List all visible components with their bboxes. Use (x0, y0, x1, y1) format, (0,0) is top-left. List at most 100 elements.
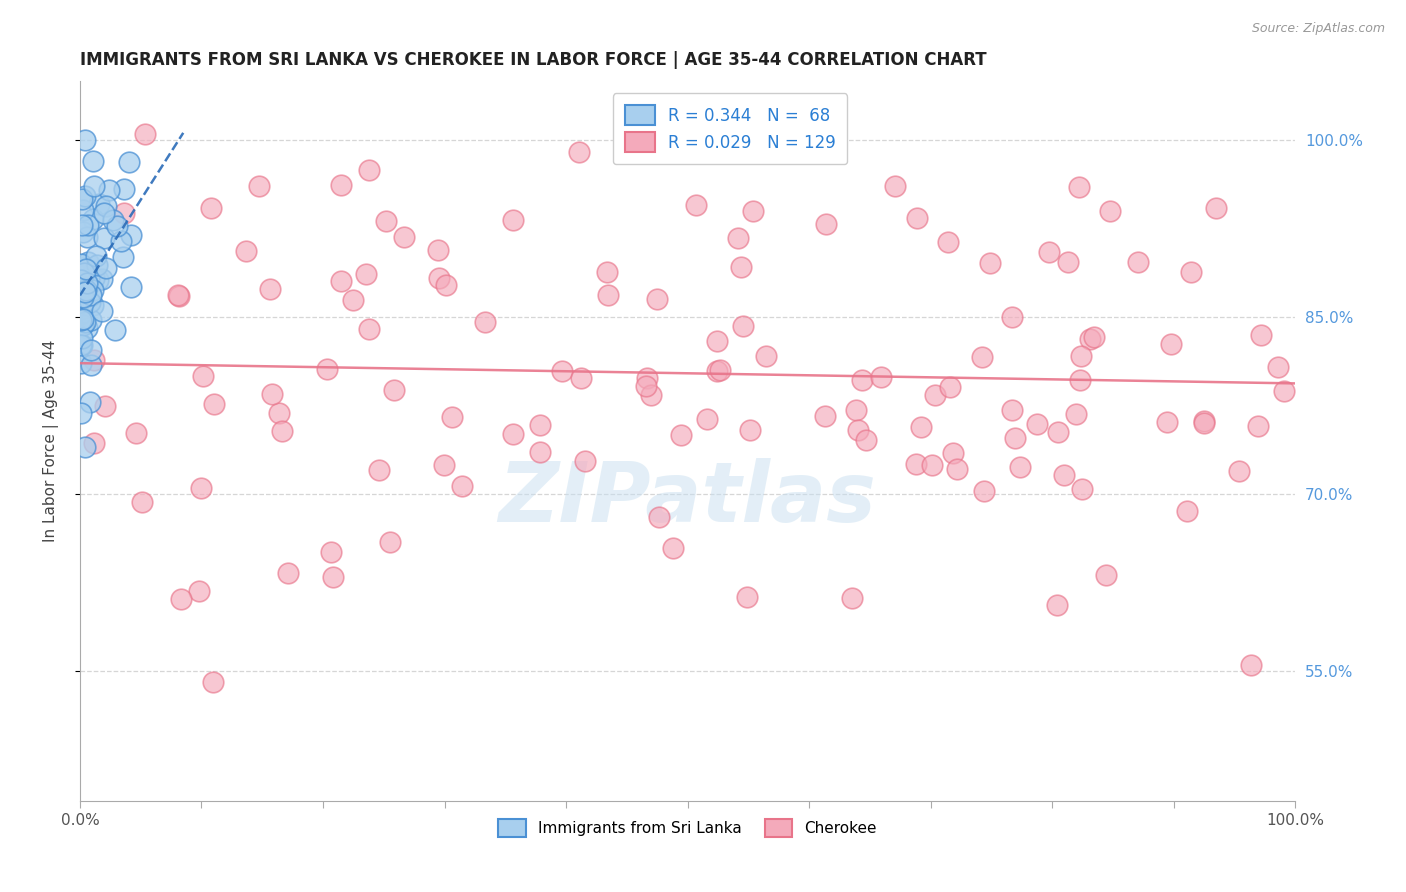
Point (134, 128, 156, 142)
Point (924, 388, 946, 402)
Point (70, 331, 93, 345)
Point (76, 230, 98, 244)
Point (742, 128, 765, 142)
Point (1004, 431, 1026, 445)
Point (1069, 179, 1091, 194)
Point (970, 350, 993, 364)
Point (942, 446, 965, 460)
Point (696, 412, 718, 426)
Point (357, 162, 380, 177)
Point (1047, 425, 1070, 439)
Point (75, 262, 97, 277)
Point (374, 213, 396, 227)
Point (855, 434, 877, 448)
Point (170, 592, 193, 607)
Point (382, 384, 405, 398)
Point (235, 244, 257, 259)
Point (1046, 598, 1069, 612)
Point (870, 370, 893, 384)
Point (502, 426, 524, 441)
Point (73, 189, 96, 203)
Point (169, 289, 191, 303)
Point (330, 178, 353, 193)
Point (648, 510, 671, 524)
Legend: Immigrants from Sri Lanka, Cherokee: Immigrants from Sri Lanka, Cherokee (492, 813, 883, 844)
Point (72, 291, 94, 305)
Point (709, 363, 731, 377)
Point (1038, 244, 1060, 259)
Point (76, 276, 98, 290)
Point (354, 267, 377, 281)
Point (94, 199, 117, 213)
Point (120, 280, 142, 294)
Point (1095, 568, 1118, 582)
Point (1156, 415, 1178, 429)
Point (187, 583, 209, 598)
Point (636, 371, 658, 385)
Point (1160, 336, 1182, 351)
Point (427, 271, 450, 285)
Y-axis label: In Labor Force | Age 35-44: In Labor Force | Age 35-44 (44, 340, 59, 542)
Point (73, 285, 96, 300)
Point (70, 356, 93, 370)
Point (640, 388, 662, 402)
Point (200, 201, 222, 215)
Point (1177, 503, 1199, 517)
Point (742, 204, 765, 219)
Point (1192, 416, 1215, 430)
Point (910, 420, 932, 434)
Point (118, 154, 141, 169)
Point (131, 495, 153, 509)
Point (72, 306, 94, 320)
Point (75, 282, 97, 296)
Point (845, 403, 868, 417)
Point (79, 394, 101, 409)
Point (529, 444, 551, 458)
Point (1010, 460, 1032, 475)
Point (706, 364, 728, 378)
Point (662, 541, 685, 555)
Point (110, 234, 132, 248)
Point (77, 218, 100, 232)
Point (529, 417, 551, 432)
Point (120, 228, 142, 243)
Point (551, 364, 574, 378)
Point (75, 315, 97, 329)
Point (596, 265, 619, 279)
Point (378, 534, 401, 549)
Point (73, 133, 96, 147)
Point (191, 369, 214, 384)
Point (740, 423, 762, 437)
Point (75, 283, 97, 297)
Point (1057, 254, 1080, 268)
Point (814, 217, 837, 231)
Point (939, 380, 962, 394)
Point (72, 202, 94, 217)
Point (936, 235, 959, 249)
Point (82, 212, 104, 227)
Point (569, 370, 592, 384)
Point (1001, 403, 1024, 417)
Point (72, 280, 94, 294)
Point (1070, 349, 1092, 363)
Point (1128, 255, 1150, 269)
Point (904, 457, 927, 471)
Point (1069, 372, 1091, 386)
Point (813, 409, 835, 424)
Point (979, 256, 1001, 270)
Point (72, 318, 94, 332)
Point (883, 178, 905, 193)
Point (730, 260, 752, 275)
Point (1250, 328, 1272, 343)
Point (70, 257, 93, 271)
Point (851, 373, 873, 387)
Point (73, 440, 96, 454)
Point (72, 338, 94, 352)
Point (696, 128, 718, 142)
Point (755, 349, 778, 363)
Point (727, 231, 749, 245)
Point (735, 591, 758, 605)
Text: IMMIGRANTS FROM SRI LANKA VS CHEROKEE IN LABOR FORCE | AGE 35-44 CORRELATION CHA: IMMIGRANTS FROM SRI LANKA VS CHEROKEE IN… (80, 51, 987, 69)
Point (1080, 332, 1102, 346)
Point (685, 197, 707, 211)
